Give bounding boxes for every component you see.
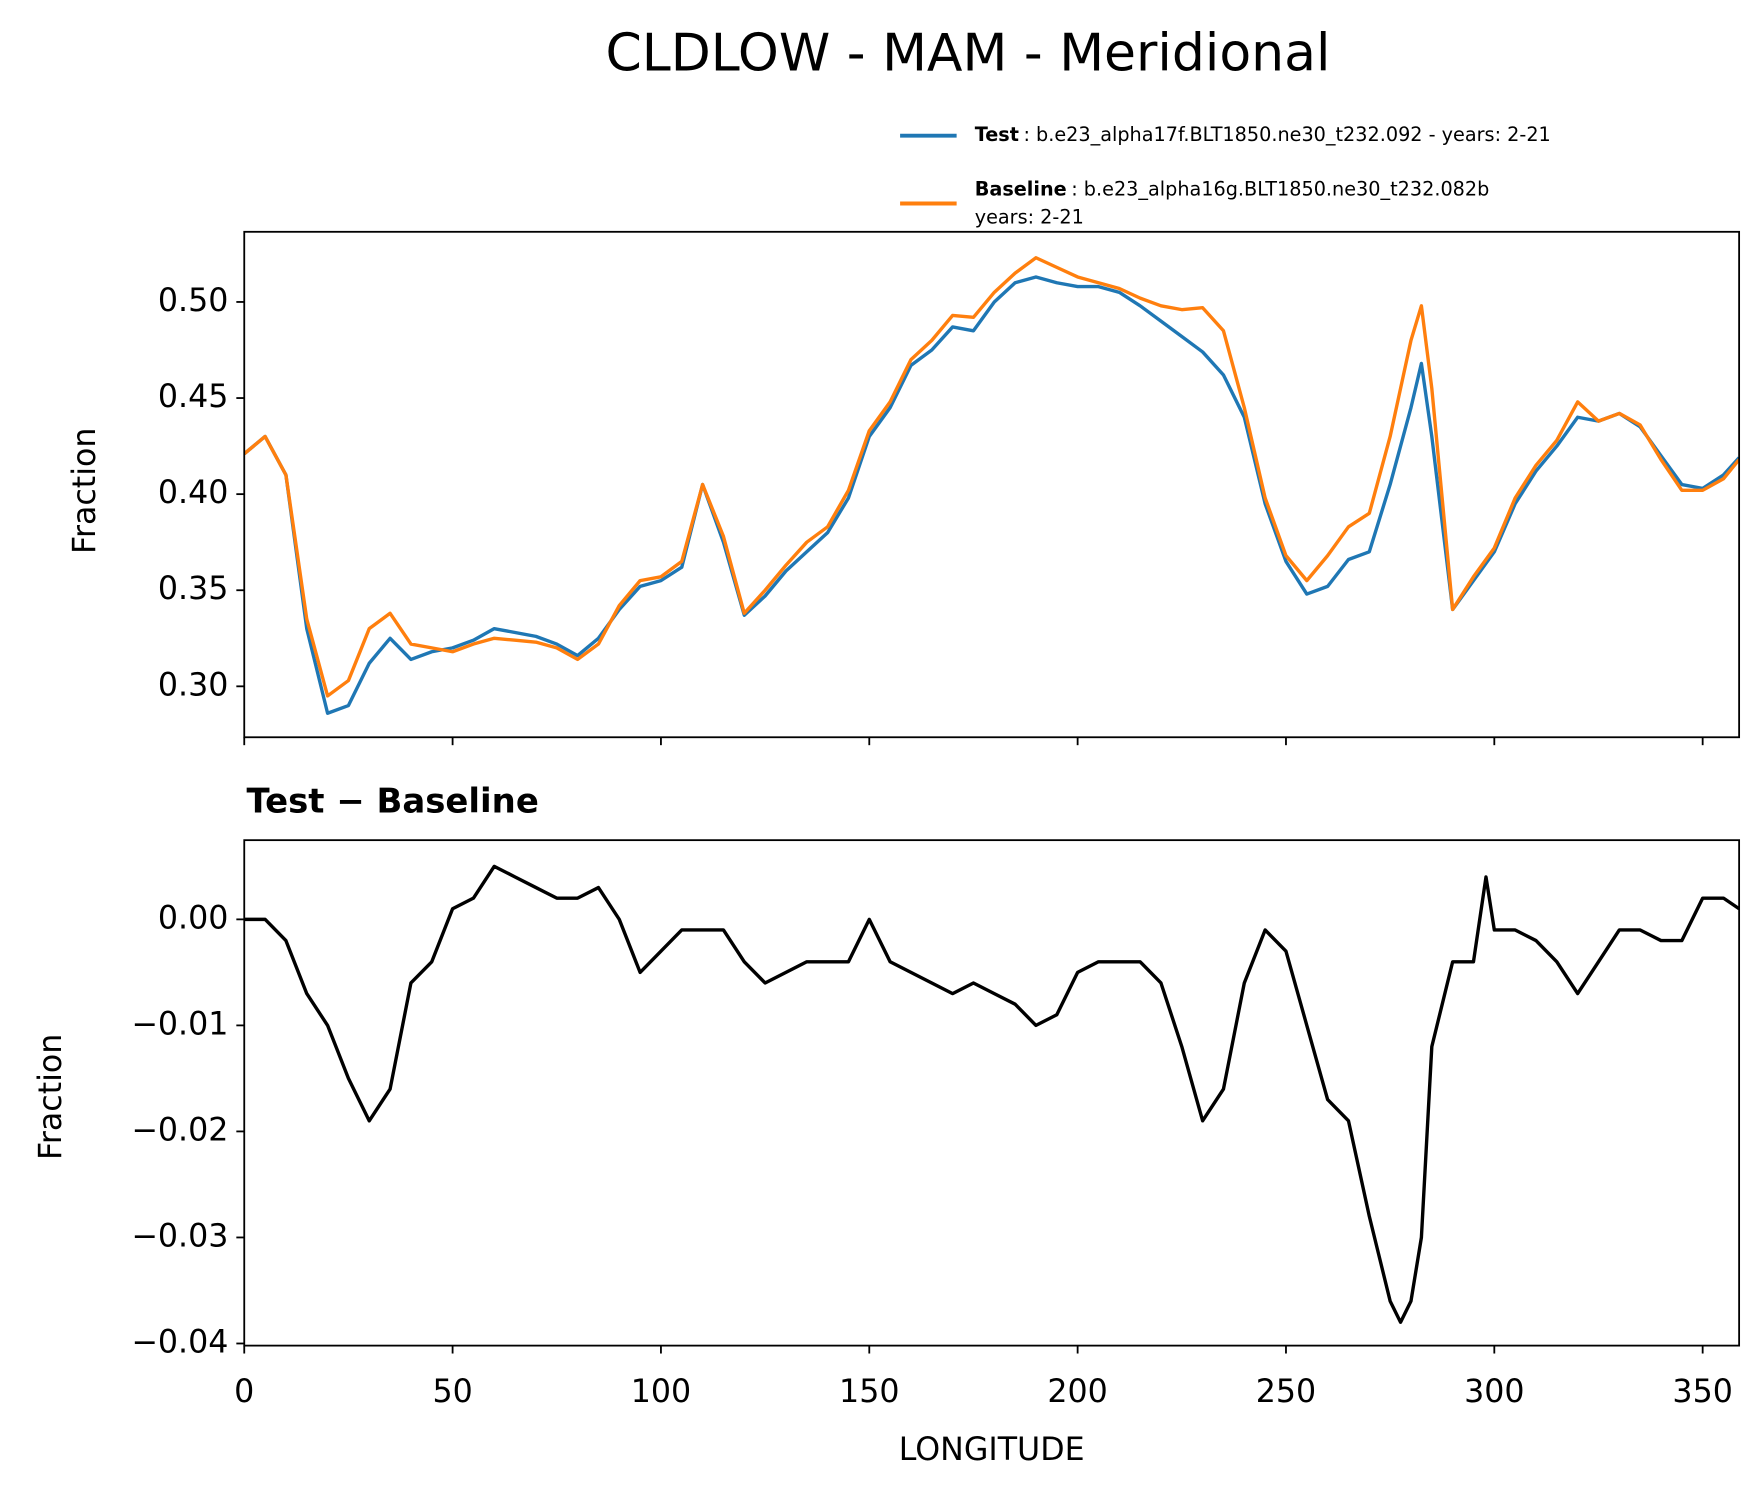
legend-description: : b.e23_alpha17f.BLT1850.ne30_t232.092 -… [1023,123,1550,146]
x-tick-label: 100 [631,1374,691,1410]
y-axis-label: Fraction [33,1034,69,1160]
x-tick-label: 200 [1047,1374,1107,1410]
y-tick-label: 0.50 [158,283,229,319]
y-tick-label: −0.04 [131,1324,228,1360]
legend-description: years: 2-21 [975,206,1084,229]
legend-name: Baseline [975,177,1067,200]
y-tick-label: 0.35 [158,571,229,607]
x-tick-label: 50 [432,1374,472,1410]
y-tick-label: −0.03 [131,1218,228,1254]
x-tick-label: 0 [234,1374,254,1410]
legend-description: : b.e23_alpha16g.BLT1850.ne30_t232.082b [1071,177,1489,200]
x-tick-label: 150 [839,1374,899,1410]
y-tick-label: 0.45 [158,379,229,415]
axes-frame [243,839,1741,1347]
y-tick-label: −0.01 [131,1006,228,1042]
series-line [244,256,1740,698]
y-axis-label: Fraction [67,428,103,554]
y-tick-label: −0.02 [131,1112,228,1148]
legend-name: Test [975,123,1019,146]
figure-title: CLDLOW - MAM - Meridional [605,24,1330,84]
axes-frame [243,230,1741,739]
series-line [244,864,1740,1324]
y-tick-label: 0.30 [158,667,229,703]
y-tick-label: 0.40 [158,475,229,511]
subplot-title: Test − Baseline [247,781,539,820]
x-tick-label: 350 [1672,1374,1732,1410]
y-tick-label: 0.00 [158,900,229,936]
x-tick-label: 300 [1464,1374,1524,1410]
x-axis-label: LONGITUDE [899,1432,1085,1468]
series-line [244,275,1740,715]
x-tick-label: 250 [1256,1374,1316,1410]
